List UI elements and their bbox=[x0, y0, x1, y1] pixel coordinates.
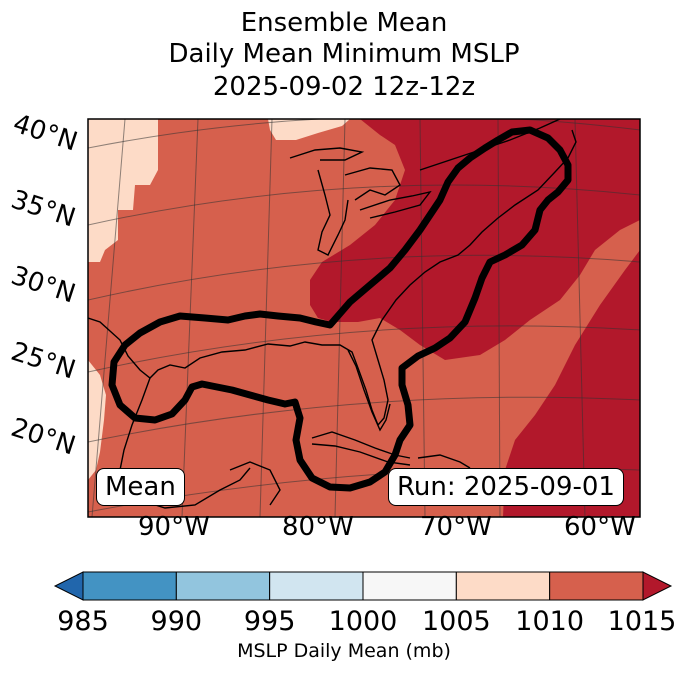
parallel-40 bbox=[88, 119, 640, 149]
lon-label-90: 90°W bbox=[138, 512, 210, 542]
lon-label-80: 80°W bbox=[282, 512, 354, 542]
lon-label-60: 60°W bbox=[564, 512, 636, 542]
meridian-95 bbox=[91, 119, 126, 517]
colorbar-segment bbox=[362, 571, 457, 601]
coast-greatlakes-1 bbox=[317, 169, 349, 256]
colorbar-segment bbox=[549, 571, 644, 601]
field-1005-1010-north bbox=[268, 119, 350, 140]
map-frame bbox=[87, 118, 641, 518]
run-badge: Run: 2025-09-01 bbox=[388, 468, 624, 506]
colorbar-segment bbox=[455, 571, 551, 601]
colorbar-tick-label: 990 bbox=[150, 606, 203, 637]
colorbar-tick-label: 1010 bbox=[515, 606, 585, 637]
coast-greatlakes-2 bbox=[344, 167, 401, 201]
parallel-25 bbox=[88, 325, 640, 373]
colorbar bbox=[53, 571, 673, 601]
parallel-20 bbox=[88, 396, 640, 443]
colorbar-label: MSLP Daily Mean (mb) bbox=[237, 640, 451, 662]
coast-greatlakes-3 bbox=[359, 190, 432, 219]
lon-label-70: 70°W bbox=[420, 512, 492, 542]
colorbar-extend-high bbox=[642, 571, 673, 601]
title-line-2: Daily Mean Minimum MSLP bbox=[168, 39, 520, 69]
mean-badge: Mean bbox=[96, 468, 185, 506]
field-1005-1010-west-south bbox=[88, 360, 106, 480]
field-1015-southeast bbox=[503, 250, 640, 517]
colorbar-extend-low bbox=[53, 571, 84, 601]
title-line-3: 2025-09-02 12z-12z bbox=[212, 72, 476, 102]
colorbar-segment bbox=[175, 571, 271, 601]
meridian-70 bbox=[497, 119, 501, 517]
meridian-65 bbox=[574, 119, 586, 517]
coast-florida bbox=[347, 349, 391, 432]
meridian-75 bbox=[419, 119, 426, 517]
coast-yucatan bbox=[229, 461, 281, 506]
title-line-1: Ensemble Mean bbox=[240, 8, 448, 38]
parallel-30 bbox=[88, 254, 640, 301]
colorbar-tick-label: 1005 bbox=[421, 606, 491, 637]
coast-cuba-south bbox=[311, 443, 411, 466]
colorbar-tick-label: 1000 bbox=[328, 606, 398, 637]
colorbar-segment bbox=[269, 571, 364, 601]
field-1005-1010-west bbox=[88, 119, 158, 262]
coast-superior bbox=[289, 147, 365, 161]
coast-hispaniola bbox=[417, 454, 471, 469]
contour-1015 bbox=[108, 126, 572, 492]
colorbar-tick-label: 1015 bbox=[607, 606, 677, 637]
colorbar-tick-label: 985 bbox=[57, 606, 109, 637]
colorbar-segment bbox=[82, 571, 177, 601]
colorbar-tick-label: 995 bbox=[243, 606, 296, 637]
